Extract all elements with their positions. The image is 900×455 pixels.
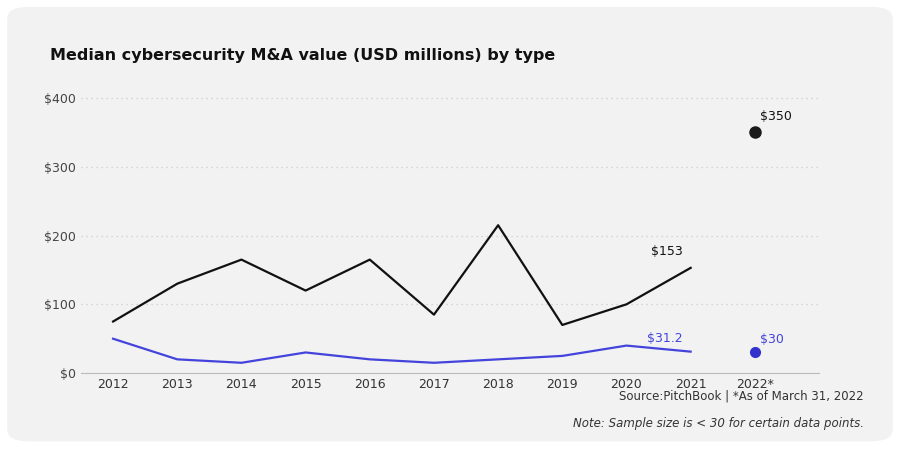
Text: $30: $30 bbox=[760, 333, 784, 346]
FancyBboxPatch shape bbox=[7, 7, 893, 441]
Text: Note: Sample size is < 30 for certain data points.: Note: Sample size is < 30 for certain da… bbox=[573, 417, 864, 430]
Text: $31.2: $31.2 bbox=[647, 332, 683, 345]
Text: $153: $153 bbox=[652, 245, 683, 258]
Text: Source:​PitchBook | *As of March 31, 2022: Source:​PitchBook | *As of March 31, 202… bbox=[619, 389, 864, 403]
Text: Median cybersecurity M&A value (USD millions) by type: Median cybersecurity M&A value (USD mill… bbox=[50, 48, 554, 63]
Text: $350: $350 bbox=[760, 110, 792, 123]
